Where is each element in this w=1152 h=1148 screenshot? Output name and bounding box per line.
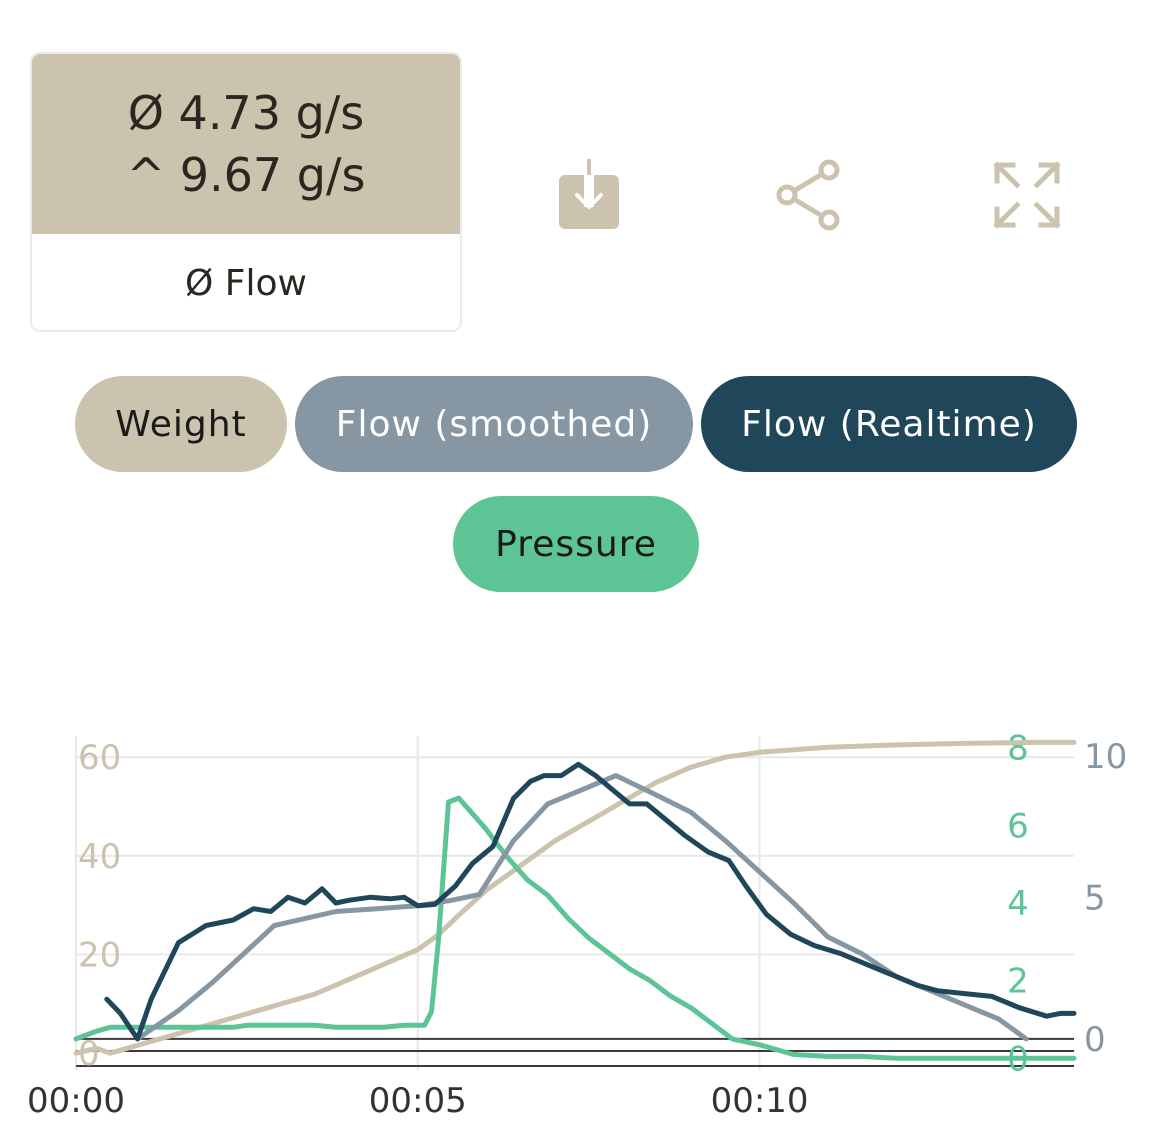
- weight-tick-label: 20: [78, 936, 121, 976]
- pressure-tick-label: 2: [1007, 962, 1029, 1002]
- weight-tick-label: 0: [78, 1034, 100, 1074]
- stat-values: Ø 4.73 g/s ^ 9.67 g/s: [32, 54, 460, 234]
- chip-flow-realtime[interactable]: Flow (Realtime): [701, 376, 1077, 472]
- series-line-flow-smoothed: [135, 773, 1029, 1042]
- pressure-tick-label: 4: [1007, 884, 1029, 924]
- pressure-tick-label: 8: [1007, 729, 1029, 769]
- series-line-weight: [73, 739, 1077, 1056]
- download-button[interactable]: [544, 150, 634, 240]
- max-flow-value: ^ 9.67 g/s: [126, 148, 366, 202]
- flow-tick-label: 5: [1084, 878, 1106, 918]
- pressure-tick-label: 6: [1007, 806, 1029, 846]
- share-button[interactable]: [763, 150, 853, 240]
- series-line-flow-realtime: [104, 761, 1077, 1042]
- flow-tick-label: 10: [1084, 737, 1127, 777]
- fullscreen-button[interactable]: [982, 150, 1072, 240]
- average-flow-value: Ø 4.73 g/s: [127, 86, 365, 140]
- stat-card[interactable]: Ø 4.73 g/s ^ 9.67 g/s Ø Flow: [30, 52, 462, 332]
- x-tick-label: 00:10: [711, 1081, 809, 1121]
- flow-tick-label: 0: [1084, 1020, 1106, 1060]
- weight-tick-label: 60: [78, 738, 121, 778]
- chip-flow-smoothed[interactable]: Flow (smoothed): [295, 376, 693, 472]
- download-icon: [559, 159, 619, 229]
- chip-weight[interactable]: Weight: [75, 376, 287, 472]
- chip-pressure[interactable]: Pressure: [453, 496, 699, 592]
- x-tick-label: 00:05: [369, 1081, 467, 1121]
- share-icon: [776, 159, 840, 231]
- legend-chips: Weight Flow (smoothed) Flow (Realtime) P…: [0, 376, 1152, 616]
- series-line-pressure: [73, 795, 1077, 1061]
- x-tick-label: 00:00: [27, 1081, 125, 1121]
- weight-tick-label: 40: [78, 837, 121, 877]
- fullscreen-icon: [993, 161, 1061, 229]
- stat-label: Ø Flow: [185, 262, 307, 304]
